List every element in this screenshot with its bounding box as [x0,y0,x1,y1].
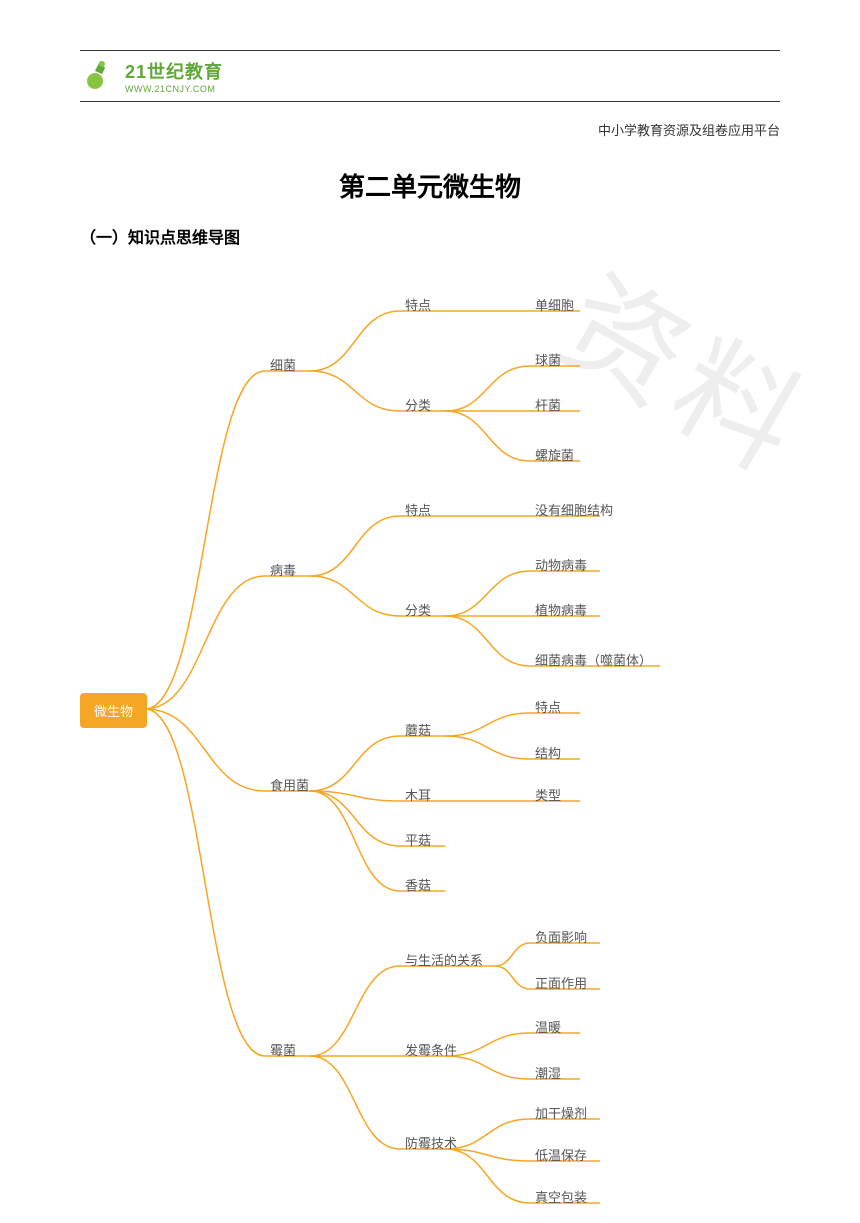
mindmap-node-l3: 类型 [535,785,561,804]
mindmap-node-l3: 真空包装 [535,1187,587,1206]
mindmap-root: 微生物 [80,693,147,728]
logo-icon [80,56,120,96]
mindmap-node-l3: 细菌病毒（噬菌体） [535,650,652,669]
mindmap-node-l2: 特点 [405,295,431,314]
mindmap-node-l3: 螺旋菌 [535,445,574,464]
logo-area: 21世纪教育 WWW.21CNJY.COM [80,56,780,96]
mindmap-node-l1: 霉菌 [270,1040,296,1059]
mindmap-node-l1: 病毒 [270,560,296,579]
mindmap-node-l3: 特点 [535,697,561,716]
mindmap-diagram: 微生物 细菌特点单细胞分类球菌杆菌螺旋菌病毒特点没有细胞结构分类动物病毒植物病毒… [80,273,780,1173]
mindmap-node-l3: 结构 [535,743,561,762]
mindmap-node-l3: 正面作用 [535,973,587,992]
mindmap-node-l1: 细菌 [270,355,296,374]
mindmap-node-l2: 发霉条件 [405,1040,457,1059]
mindmap-node-l3: 球菌 [535,350,561,369]
logo-text: 21世纪教育 WWW.21CNJY.COM [125,58,223,94]
header-subtitle: 中小学教育资源及组卷应用平台 [80,120,780,139]
mindmap-node-l3: 动物病毒 [535,555,587,574]
mindmap-node-l1: 食用菌 [270,775,309,794]
mindmap-node-l3: 加干燥剂 [535,1103,587,1122]
mindmap-node-l2: 特点 [405,500,431,519]
mindmap-node-l2: 香菇 [405,875,431,894]
mindmap-node-l3: 低温保存 [535,1145,587,1164]
document-page: 21世纪教育 WWW.21CNJY.COM 中小学教育资源及组卷应用平台 第二单… [0,0,860,1216]
mindmap-node-l2: 与生活的关系 [405,950,483,969]
mindmap-node-l2: 平菇 [405,830,431,849]
mindmap-node-l2: 蘑菇 [405,720,431,739]
page-title: 第二单元微生物 [80,167,780,204]
logo-sub-text: WWW.21CNJY.COM [125,84,223,94]
logo-main-text: 21世纪教育 [125,58,223,84]
header-divider-2 [80,101,780,102]
section-title: （一）知识点思维导图 [80,224,780,248]
mindmap-node-l3: 潮湿 [535,1063,561,1082]
mindmap-node-l2: 分类 [405,395,431,414]
mindmap-node-l2: 木耳 [405,785,431,804]
mindmap-connections [80,273,780,1223]
header-divider [80,50,780,51]
mindmap-node-l3: 植物病毒 [535,600,587,619]
mindmap-node-l3: 负面影响 [535,927,587,946]
mindmap-node-l3: 单细胞 [535,295,574,314]
mindmap-node-l2: 防霉技术 [405,1133,457,1152]
mindmap-node-l3: 杆菌 [535,395,561,414]
mindmap-node-l3: 没有细胞结构 [535,500,613,519]
mindmap-node-l2: 分类 [405,600,431,619]
mindmap-node-l3: 温暖 [535,1017,561,1036]
